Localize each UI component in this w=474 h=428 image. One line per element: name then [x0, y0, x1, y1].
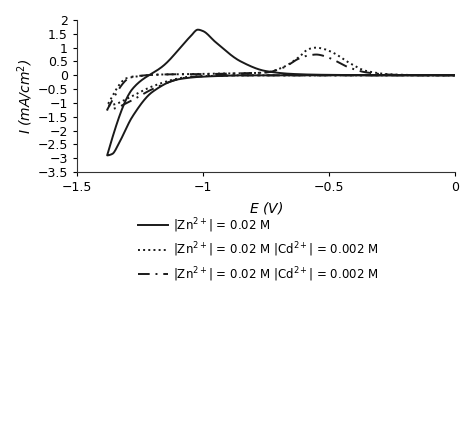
- Y-axis label: $I$ (mA/cm$^2$): $I$ (mA/cm$^2$): [15, 58, 35, 134]
- |Zn$^{2+}$| = 0.02 M |Cd$^{2+}$| = 0.002 M: [313, 52, 319, 57]
- |Zn$^{2+}$| = 0.02 M: [313, 72, 319, 77]
- |Zn$^{2+}$| = 0.02 M |Cd$^{2+}$| = 0.002 M: [104, 103, 110, 108]
- |Zn$^{2+}$| = 0.02 M: [146, 93, 151, 98]
- Line: |Zn$^{2+}$| = 0.02 M |Cd$^{2+}$| = 0.002 M: |Zn$^{2+}$| = 0.02 M |Cd$^{2+}$| = 0.002…: [107, 54, 455, 110]
- |Zn$^{2+}$| = 0.02 M: [236, 57, 241, 62]
- |Zn$^{2+}$| = 0.02 M: [300, 72, 306, 77]
- |Zn$^{2+}$| = 0.02 M |Cd$^{2+}$| = 0.002 M: [146, 89, 151, 94]
- |Zn$^{2+}$| = 0.02 M |Cd$^{2+}$| = 0.002 M: [300, 51, 305, 56]
- |Zn$^{2+}$| = 0.02 M |Cd$^{2+}$| = 0.002 M: [452, 73, 458, 78]
- |Zn$^{2+}$| = 0.02 M: [195, 27, 201, 32]
- Legend: |Zn$^{2+}$| = 0.02 M, |Zn$^{2+}$| = 0.02 M |Cd$^{2+}$| = 0.002 M, |Zn$^{2+}$| = : |Zn$^{2+}$| = 0.02 M, |Zn$^{2+}$| = 0.02…: [133, 211, 383, 288]
- |Zn$^{2+}$| = 0.02 M: [171, 78, 176, 83]
- |Zn$^{2+}$| = 0.02 M |Cd$^{2+}$| = 0.002 M: [312, 52, 318, 57]
- Line: |Zn$^{2+}$| = 0.02 M: |Zn$^{2+}$| = 0.02 M: [107, 30, 455, 155]
- |Zn$^{2+}$| = 0.02 M: [452, 73, 458, 78]
- |Zn$^{2+}$| = 0.02 M |Cd$^{2+}$| = 0.002 M: [312, 45, 318, 50]
- Line: |Zn$^{2+}$| = 0.02 M |Cd$^{2+}$| = 0.002 M: |Zn$^{2+}$| = 0.02 M |Cd$^{2+}$| = 0.002…: [107, 48, 455, 106]
- |Zn$^{2+}$| = 0.02 M: [452, 73, 458, 78]
- |Zn$^{2+}$| = 0.02 M |Cd$^{2+}$| = 0.002 M: [452, 73, 458, 78]
- |Zn$^{2+}$| = 0.02 M |Cd$^{2+}$| = 0.002 M: [452, 73, 458, 78]
- |Zn$^{2+}$| = 0.02 M |Cd$^{2+}$| = 0.002 M: [313, 45, 319, 50]
- |Zn$^{2+}$| = 0.02 M: [381, 73, 387, 78]
- |Zn$^{2+}$| = 0.02 M |Cd$^{2+}$| = 0.002 M: [300, 55, 305, 60]
- X-axis label: $E$ (V): $E$ (V): [249, 199, 283, 216]
- |Zn$^{2+}$| = 0.02 M |Cd$^{2+}$| = 0.002 M: [381, 73, 387, 78]
- |Zn$^{2+}$| = 0.02 M |Cd$^{2+}$| = 0.002 M: [171, 78, 176, 83]
- |Zn$^{2+}$| = 0.02 M |Cd$^{2+}$| = 0.002 M: [146, 86, 151, 91]
- |Zn$^{2+}$| = 0.02 M |Cd$^{2+}$| = 0.002 M: [381, 73, 387, 78]
- |Zn$^{2+}$| = 0.02 M |Cd$^{2+}$| = 0.002 M: [235, 71, 240, 76]
- |Zn$^{2+}$| = 0.02 M |Cd$^{2+}$| = 0.002 M: [171, 77, 176, 82]
- |Zn$^{2+}$| = 0.02 M |Cd$^{2+}$| = 0.002 M: [452, 73, 458, 78]
- |Zn$^{2+}$| = 0.02 M: [104, 153, 110, 158]
- |Zn$^{2+}$| = 0.02 M |Cd$^{2+}$| = 0.002 M: [104, 107, 110, 113]
- |Zn$^{2+}$| = 0.02 M |Cd$^{2+}$| = 0.002 M: [235, 71, 240, 76]
